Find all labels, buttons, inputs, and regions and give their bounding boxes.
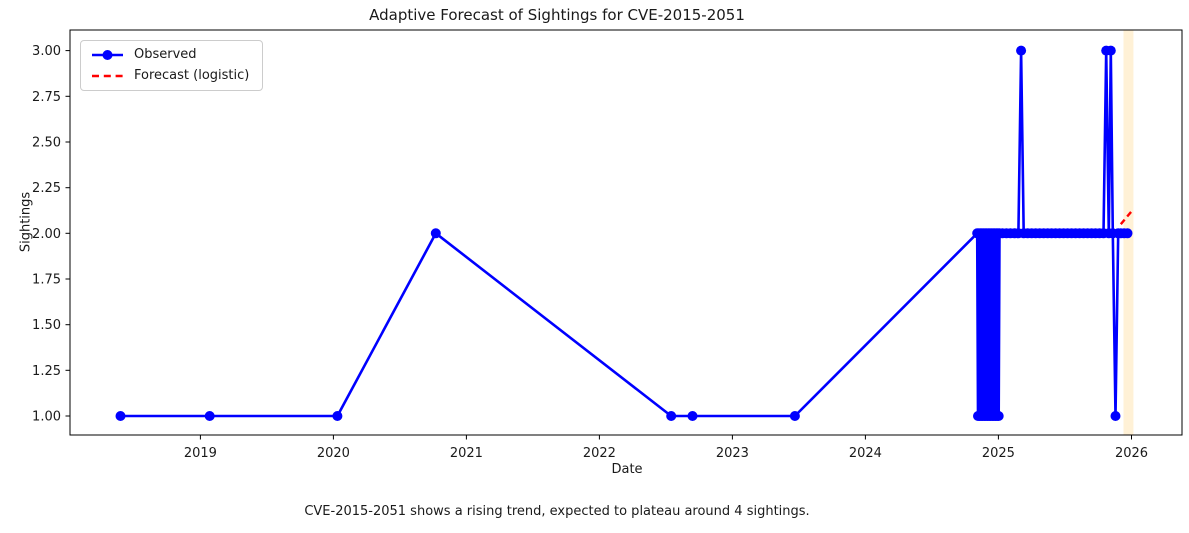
y-tick-label-2.50: 2.50: [32, 136, 61, 151]
x-tick-label-2022: 2022: [583, 446, 616, 461]
legend-item-forecast: Forecast (logistic): [91, 68, 249, 83]
y-tick-label-2.00: 2.00: [32, 227, 61, 242]
legend: Observed Forecast (logistic): [80, 40, 264, 91]
y-tick-label-3.00: 3.00: [32, 44, 61, 59]
y-tick-label-1.50: 1.50: [32, 318, 61, 333]
observed-marker: [993, 411, 1004, 421]
observed-marker: [332, 411, 343, 421]
y-axis-label: Sightings: [18, 191, 34, 253]
x-tick-label-2019: 2019: [184, 446, 217, 461]
observed-marker: [666, 411, 677, 421]
observed-marker: [430, 228, 441, 239]
y-tick-label-2.25: 2.25: [32, 181, 61, 196]
y-tick-label-1.75: 1.75: [32, 273, 61, 288]
x-tick-label-2026: 2026: [1115, 446, 1148, 461]
observed-marker: [1016, 45, 1027, 56]
x-tick-label-2020: 2020: [317, 446, 350, 461]
observed-marker: [687, 411, 698, 421]
observed-marker: [204, 411, 215, 421]
observed-line-icon: [92, 49, 123, 60]
forecast-dashed-line-icon: [92, 74, 123, 77]
forecast-line: [1119, 210, 1133, 225]
x-tick-label-2021: 2021: [450, 446, 483, 461]
x-tick-label-2023: 2023: [716, 446, 749, 461]
observed-marker: [789, 411, 800, 421]
figure-caption: CVE-2015-2051 shows a rising trend, expe…: [304, 504, 810, 519]
y-tick-label-1.25: 1.25: [32, 364, 61, 379]
x-tick-label-2025: 2025: [982, 446, 1015, 461]
observed-marker: [1105, 45, 1116, 56]
x-tick-label-2024: 2024: [849, 446, 882, 461]
chart-title: Adaptive Forecast of Sightings for CVE-2…: [369, 6, 745, 24]
x-axis-label: Date: [611, 462, 643, 477]
legend-label-observed: Observed: [134, 47, 197, 62]
legend-label-forecast: Forecast (logistic): [134, 68, 250, 83]
observed-marker: [1122, 228, 1133, 239]
observed-marker: [1110, 411, 1121, 421]
y-tick-label-2.75: 2.75: [32, 90, 61, 105]
axes-frame: [69, 29, 1183, 436]
observed-marker: [115, 411, 126, 421]
legend-item-observed: Observed: [91, 47, 249, 62]
y-tick-label-1.00: 1.00: [32, 410, 61, 425]
